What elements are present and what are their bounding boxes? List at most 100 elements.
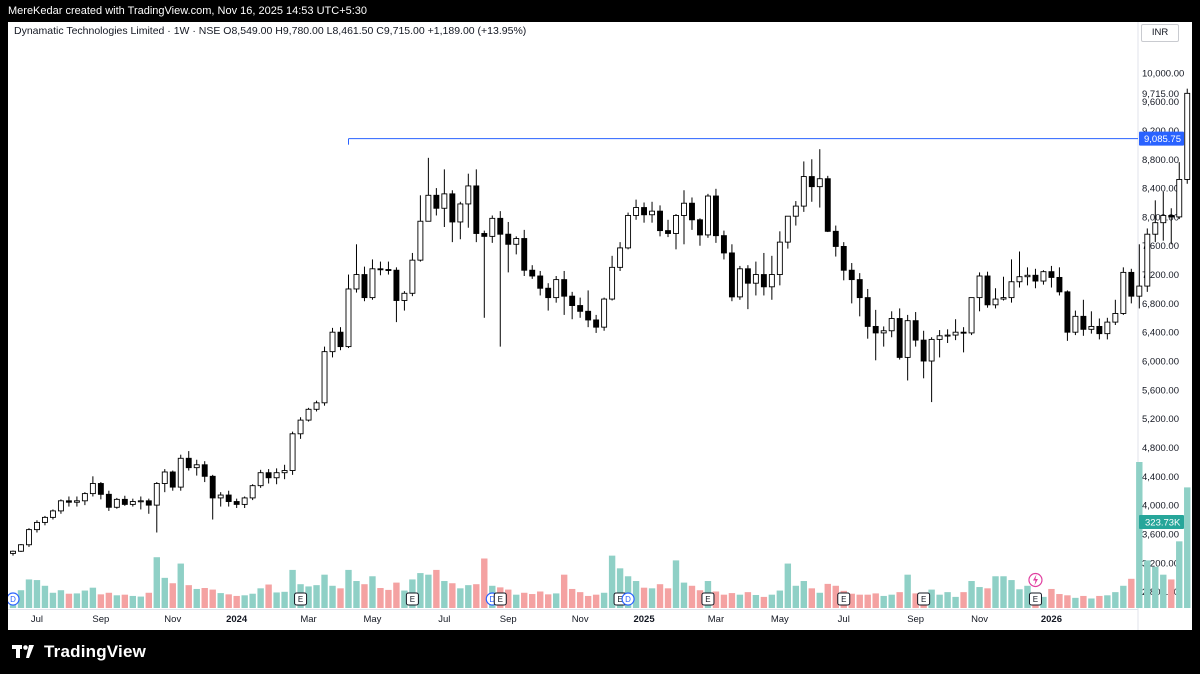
volume-bar	[1080, 595, 1087, 608]
candle-body	[209, 475, 216, 499]
candle-body	[34, 521, 40, 531]
candle-body	[97, 483, 104, 495]
candle-body	[385, 269, 392, 271]
time-tick-label: Nov	[572, 614, 589, 625]
candle-body	[577, 305, 584, 312]
volume-bar	[465, 585, 472, 608]
volume-bar	[81, 590, 89, 608]
candlestick-chart[interactable]: 2,800.003,200.003,600.004,000.004,400.00…	[8, 22, 1192, 630]
candle-body	[537, 275, 544, 289]
volume-bar	[768, 594, 776, 608]
volume-bar	[369, 576, 376, 608]
candle-body	[896, 318, 903, 358]
volume-bar	[1136, 462, 1143, 608]
time-tick-label: Sep	[907, 614, 924, 625]
candle-body	[880, 330, 887, 334]
candle-body	[1112, 313, 1119, 323]
candle-body	[960, 331, 967, 334]
volume-bar	[201, 588, 208, 608]
candle-body	[217, 494, 224, 499]
candle-body	[697, 219, 703, 236]
volume-bar	[904, 574, 911, 608]
candle-body	[57, 500, 64, 512]
candle-body	[257, 472, 264, 487]
tradingview-logo[interactable]: TradingView	[12, 642, 146, 662]
volume-bar	[529, 594, 536, 608]
volume-bar	[1176, 541, 1183, 608]
volume-bar	[233, 595, 240, 608]
chart-panel[interactable]: 2,800.003,200.003,600.004,000.004,400.00…	[8, 22, 1192, 630]
volume-bar	[457, 588, 464, 608]
candle-body	[249, 485, 256, 499]
volume-bar	[169, 583, 176, 608]
volume-bar	[177, 563, 184, 608]
volume-bar	[984, 588, 991, 608]
candle-body	[864, 297, 871, 327]
volume-bar	[864, 594, 871, 608]
candle-body	[776, 241, 783, 276]
earnings-marker-label: E	[410, 595, 415, 604]
volume-bar	[121, 594, 129, 608]
volume-bar	[856, 594, 863, 608]
volume-bar	[800, 581, 808, 608]
candle-body	[185, 457, 192, 469]
earnings-marker	[405, 592, 419, 606]
candle-body	[1096, 325, 1103, 335]
volume-bar	[1008, 580, 1015, 608]
candle-body	[657, 210, 663, 232]
candle-body	[169, 471, 176, 488]
volume-bar	[1184, 487, 1191, 608]
volume-bar	[616, 568, 624, 608]
candle-body	[521, 238, 528, 271]
candle-body	[1104, 321, 1111, 335]
volume-bar	[720, 594, 728, 608]
candle-body	[26, 529, 32, 546]
earnings-marker	[837, 592, 851, 606]
candle-body	[1144, 233, 1151, 287]
candle-body	[129, 501, 136, 505]
candle-body	[353, 274, 360, 290]
candle-body	[553, 279, 560, 299]
volume-bar	[1040, 596, 1047, 608]
volume-bar	[792, 585, 800, 608]
price-tick-label: 8,800.00	[1142, 155, 1179, 166]
volume-bar	[680, 582, 688, 608]
candle-body	[992, 298, 999, 306]
volume-bar	[49, 592, 57, 608]
candle-body	[153, 483, 160, 506]
candle-body	[840, 246, 847, 271]
candle-body	[105, 493, 112, 508]
candle-body	[744, 268, 751, 284]
volume-bar	[672, 560, 680, 608]
price-tick-label: 9,600.00	[1142, 97, 1179, 108]
candle-body	[313, 402, 320, 410]
candle-body	[816, 178, 823, 188]
volume-bar	[712, 591, 720, 608]
price-tick-label: 6,800.00	[1142, 299, 1179, 310]
candle-body	[281, 470, 288, 474]
time-tick-label: Nov	[971, 614, 988, 625]
volume-bar	[1048, 588, 1055, 608]
volume-bar	[552, 593, 560, 608]
dividend-marker-label: D	[489, 595, 495, 604]
candle-body	[976, 275, 983, 299]
candle-body	[18, 544, 24, 552]
candle-body	[705, 195, 711, 236]
time-tick-label: 2026	[1041, 614, 1062, 625]
chart-caption: MereKedar created with TradingView.com, …	[8, 5, 368, 17]
candle-body	[832, 230, 839, 247]
volume-bar	[433, 569, 440, 608]
candle-body	[1088, 325, 1095, 330]
candle-body	[1016, 276, 1023, 283]
candle-body	[736, 268, 743, 298]
volume-bar	[848, 593, 855, 608]
volume-bar	[832, 585, 839, 608]
currency-button[interactable]: INR	[1141, 24, 1179, 42]
volume-bar	[329, 585, 336, 608]
volume-bar	[728, 593, 736, 608]
volume-bar	[760, 596, 768, 608]
candle-body	[1048, 271, 1055, 278]
volume-bar	[129, 595, 137, 608]
volume-bar	[473, 584, 480, 608]
volume-bar	[441, 581, 448, 608]
